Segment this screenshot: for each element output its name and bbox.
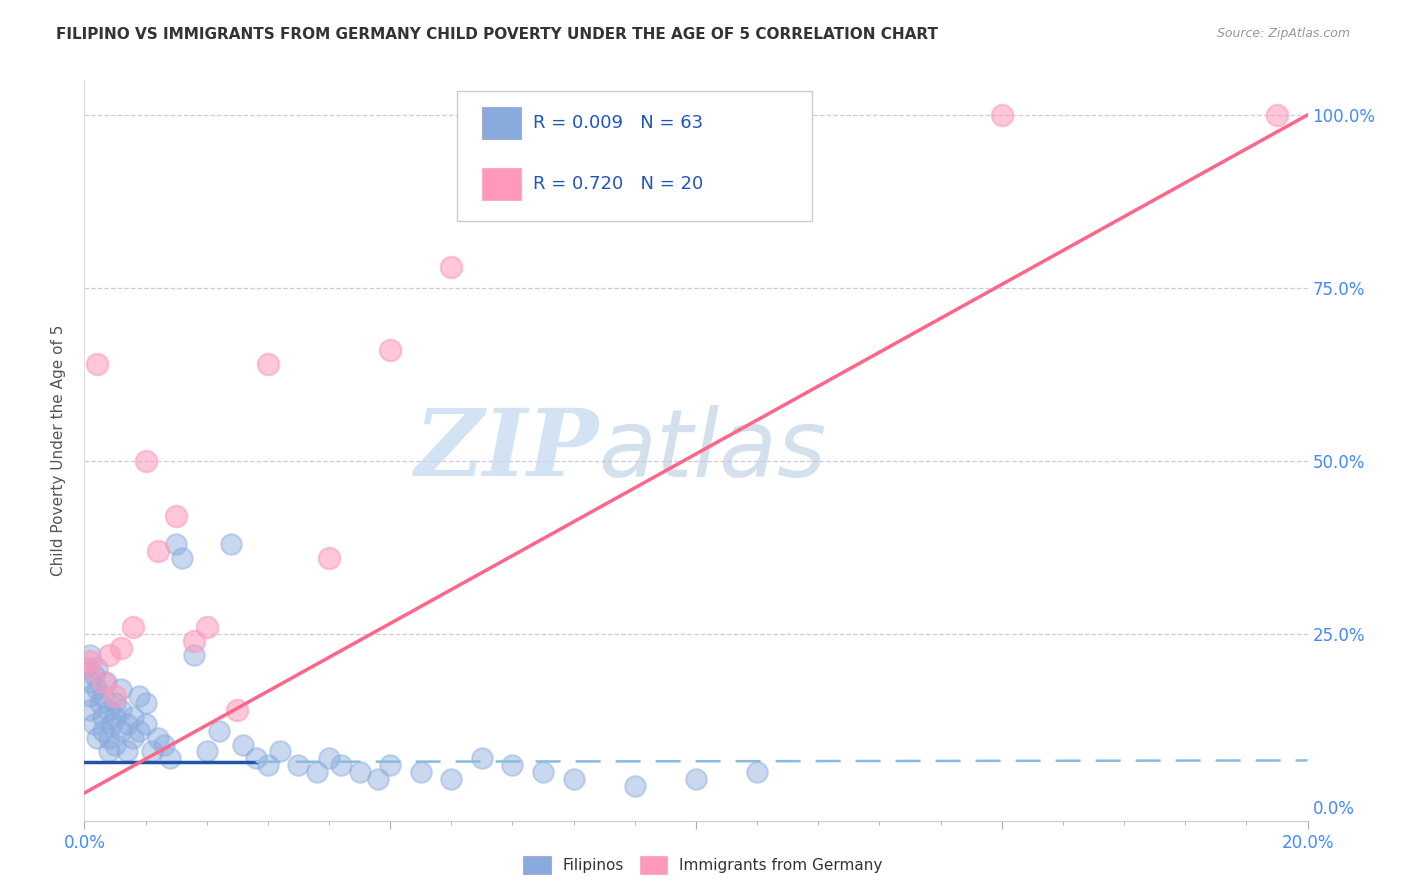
- Point: [110, 640, 132, 655]
- Point: [104, 710, 127, 724]
- Point: [208, 723, 231, 738]
- Point: [183, 633, 205, 648]
- Point: [991, 108, 1014, 122]
- Point: [141, 744, 163, 758]
- Point: [79, 689, 101, 703]
- Point: [86, 661, 108, 675]
- Point: [91, 723, 114, 738]
- Point: [97, 703, 120, 717]
- Point: [76, 661, 98, 675]
- Point: [97, 731, 120, 745]
- Point: [79, 675, 101, 690]
- Point: [79, 703, 101, 717]
- Point: [165, 537, 187, 551]
- Point: [94, 675, 117, 690]
- Point: [104, 696, 127, 710]
- FancyBboxPatch shape: [457, 91, 813, 221]
- Text: atlas: atlas: [598, 405, 827, 496]
- Y-axis label: Child Poverty Under the Age of 5: Child Poverty Under the Age of 5: [51, 325, 66, 576]
- Point: [110, 703, 132, 717]
- Point: [135, 696, 157, 710]
- Point: [135, 716, 157, 731]
- Point: [367, 772, 389, 786]
- Point: [91, 689, 114, 703]
- Point: [122, 620, 145, 634]
- Point: [226, 703, 249, 717]
- Point: [122, 710, 145, 724]
- Point: [685, 772, 707, 786]
- Point: [79, 655, 101, 669]
- Text: Source: ZipAtlas.com: Source: ZipAtlas.com: [1216, 27, 1350, 40]
- Point: [440, 260, 463, 274]
- Point: [165, 509, 187, 524]
- Point: [101, 716, 124, 731]
- Point: [97, 648, 120, 662]
- Text: ZIP: ZIP: [413, 406, 598, 495]
- Point: [115, 716, 138, 731]
- Point: [128, 689, 150, 703]
- Point: [86, 357, 108, 371]
- Text: FILIPINO VS IMMIGRANTS FROM GERMANY CHILD POVERTY UNDER THE AGE OF 5 CORRELATION: FILIPINO VS IMMIGRANTS FROM GERMANY CHIL…: [56, 27, 938, 42]
- Point: [159, 751, 181, 765]
- Point: [562, 772, 585, 786]
- Point: [183, 648, 205, 662]
- Legend: Filipinos, Immigrants from Germany: Filipinos, Immigrants from Germany: [517, 850, 889, 880]
- Point: [104, 738, 127, 752]
- Point: [305, 765, 328, 780]
- Point: [83, 716, 105, 731]
- Point: [97, 744, 120, 758]
- Point: [153, 738, 176, 752]
- Point: [86, 731, 108, 745]
- Point: [269, 744, 291, 758]
- Point: [76, 661, 98, 675]
- Point: [104, 689, 127, 703]
- Point: [440, 772, 463, 786]
- Point: [115, 744, 138, 758]
- Point: [349, 765, 371, 780]
- Point: [91, 675, 114, 690]
- Point: [219, 537, 242, 551]
- Point: [257, 758, 280, 772]
- Point: [89, 696, 111, 710]
- Point: [110, 723, 132, 738]
- Point: [624, 779, 647, 793]
- Point: [146, 731, 169, 745]
- Point: [122, 731, 145, 745]
- Point: [471, 751, 494, 765]
- FancyBboxPatch shape: [482, 107, 522, 139]
- Point: [380, 758, 402, 772]
- Point: [502, 758, 524, 772]
- Point: [287, 758, 309, 772]
- Point: [195, 620, 218, 634]
- Point: [257, 357, 280, 371]
- Point: [195, 744, 218, 758]
- Point: [330, 758, 353, 772]
- Point: [79, 648, 101, 662]
- Point: [128, 723, 150, 738]
- Point: [1265, 108, 1288, 122]
- Point: [86, 682, 108, 697]
- FancyBboxPatch shape: [482, 169, 522, 200]
- Text: R = 0.720   N = 20: R = 0.720 N = 20: [533, 175, 703, 194]
- Point: [232, 738, 254, 752]
- Point: [245, 751, 267, 765]
- Point: [380, 343, 402, 358]
- Point: [409, 765, 432, 780]
- Point: [83, 668, 105, 682]
- Point: [110, 682, 132, 697]
- Point: [91, 710, 114, 724]
- Text: R = 0.009   N = 63: R = 0.009 N = 63: [533, 114, 703, 132]
- Point: [531, 765, 554, 780]
- Point: [172, 550, 194, 565]
- Point: [747, 765, 769, 780]
- Point: [146, 543, 169, 558]
- Point: [135, 454, 157, 468]
- Point: [318, 751, 340, 765]
- Point: [318, 550, 340, 565]
